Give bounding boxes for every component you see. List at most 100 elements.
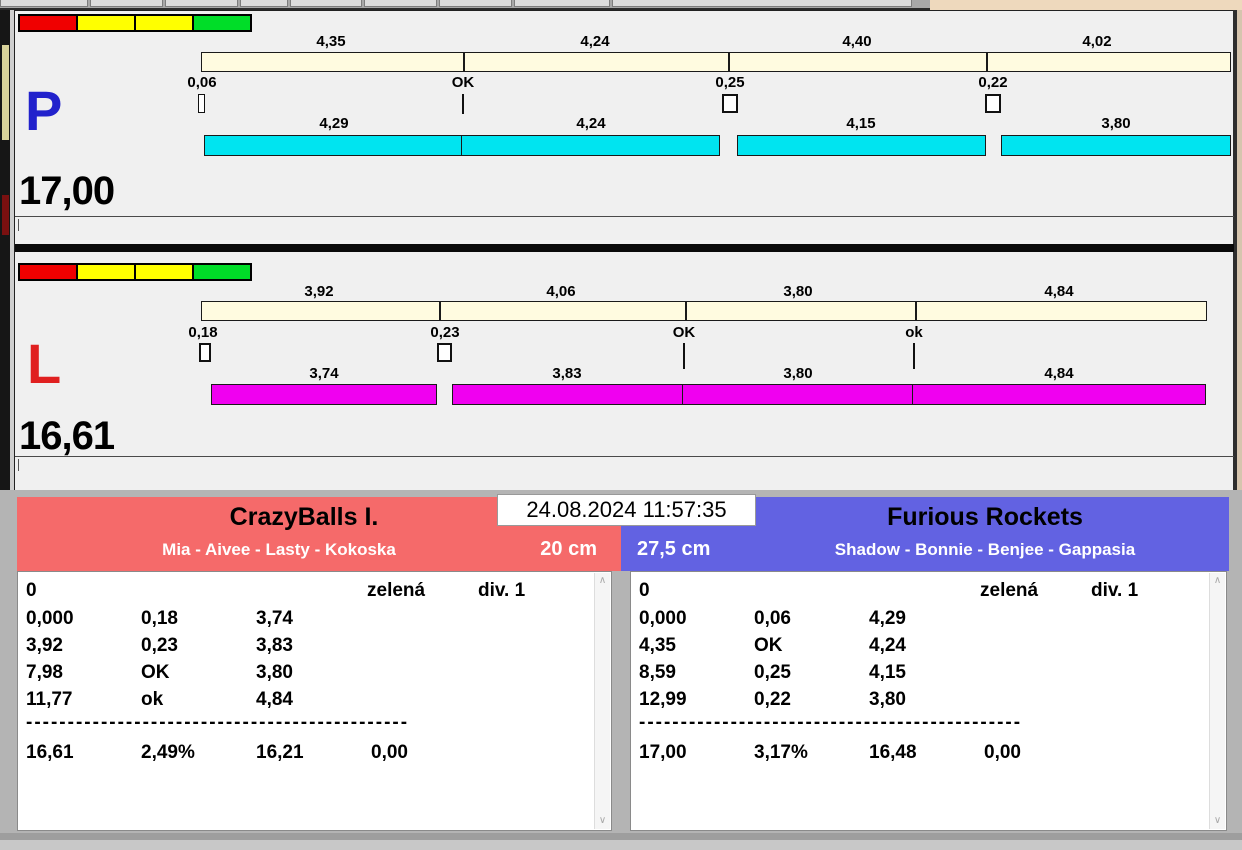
- team-name: CrazyBalls I.: [229, 503, 379, 531]
- results-row: 12,99 0,22 3,80: [639, 689, 1204, 715]
- strip-yellow-light: [76, 263, 136, 281]
- results-row: 11,77 ok 4,84: [26, 689, 589, 715]
- split-label: 0,22: [978, 74, 1008, 91]
- run-time-bar-segment: [461, 135, 720, 156]
- split-checkbox[interactable]: [199, 343, 211, 362]
- split-checkbox[interactable]: [722, 94, 738, 113]
- lane-code: P: [25, 79, 63, 142]
- results-cell: 0: [639, 580, 650, 601]
- team-name: Furious Rockets: [887, 503, 1083, 531]
- background-window-fragment: [1237, 10, 1242, 490]
- results-cell: 3,80: [869, 689, 906, 710]
- split-checkbox[interactable]: [437, 343, 452, 362]
- results-cell: 3,92: [26, 635, 63, 656]
- total-percent: 3,17%: [754, 742, 808, 763]
- totals-row: 17,00 3,17% 16,48 0,00: [639, 742, 1204, 768]
- jump-height: 20 cm: [540, 538, 597, 560]
- lane-code: L: [27, 332, 62, 395]
- top-bar-value: 4,02: [1082, 33, 1112, 50]
- traffic-light-strip: [18, 263, 252, 281]
- scroll-down-icon[interactable]: ∨: [598, 815, 607, 826]
- background-toolbar-segment: [165, 0, 238, 7]
- results-cell: 12,99: [639, 689, 687, 710]
- split-checkbox[interactable]: [985, 94, 1001, 113]
- jump-height: 27,5 cm: [637, 538, 711, 560]
- total-time: 16,61: [26, 742, 74, 763]
- strip-yellow-light: [76, 14, 136, 32]
- results-cell: OK: [754, 635, 783, 656]
- run-time-bar-segment: [682, 384, 914, 405]
- lane-panel-l: 3,92 4,06 3,80 4,84 0,18 0,23 OK ok 3,74…: [15, 252, 1234, 491]
- scroll-up-icon[interactable]: ∧: [1213, 575, 1222, 586]
- split-tick-mark: [913, 343, 915, 369]
- split-label: OK: [672, 324, 696, 341]
- bottom-bar-value: 3,83: [552, 365, 582, 382]
- split-label: ok: [905, 324, 923, 341]
- scroll-up-icon[interactable]: ∧: [598, 575, 607, 586]
- text-cursor: [18, 459, 19, 471]
- background-toolbar: [0, 0, 930, 10]
- split-checkbox[interactable]: [198, 94, 205, 113]
- results-cell: 4,35: [639, 635, 676, 656]
- lane-panel-p: 4,35 4,24 4,40 4,02 0,06 OK 0,25 0,22 4,…: [15, 11, 1234, 244]
- totals-row: 16,61 2,49% 16,21 0,00: [26, 742, 589, 768]
- window-bottom-edge: [0, 833, 1242, 840]
- split-label: 0,25: [715, 74, 745, 91]
- split-tick-mark: [462, 94, 464, 114]
- team-members: Shadow - Bonnie - Benjee - Gappasia: [834, 540, 1136, 559]
- separator-line: ----------------------------------------…: [26, 712, 410, 733]
- background-toolbar-segment: [364, 0, 437, 7]
- results-cell: 4,24: [869, 635, 906, 656]
- top-bar-value: 3,80: [783, 283, 813, 300]
- scrollbar[interactable]: ∧ ∨: [1209, 573, 1225, 829]
- results-cell: 0,25: [754, 662, 791, 683]
- run-time-bar-segment: [211, 384, 437, 405]
- panel-divider-line: [15, 216, 1234, 217]
- results-cell: 8,59: [639, 662, 676, 683]
- results-row: 7,98 OK 3,80: [26, 662, 589, 688]
- results-cell: 11,77: [26, 689, 73, 710]
- text-cursor: [18, 219, 19, 231]
- background-toolbar-segment: [439, 0, 512, 7]
- total-net-time: 16,21: [256, 742, 304, 763]
- results-cell: 0,000: [639, 608, 687, 629]
- background-window-fragment: [2, 45, 9, 140]
- top-bar-value: 3,92: [304, 283, 334, 300]
- results-section: CrazyBalls I. Mia - Aivee - Lasty - Koko…: [0, 490, 1242, 850]
- total-penalty: 0,00: [371, 742, 408, 763]
- background-window-fragment: [0, 10, 10, 490]
- results-panel-left: 0 zelená div. 1 0,000 0,18 3,74 3,92 0,2…: [17, 571, 612, 831]
- top-bar-value: 4,06: [546, 283, 576, 300]
- results-cell: 0,22: [754, 689, 791, 710]
- results-cell: 0,23: [141, 635, 178, 656]
- background-window-fragment: [930, 0, 1242, 10]
- team-header-right: Furious Rockets Shadow - Bonnie - Benjee…: [621, 497, 1229, 571]
- strip-red-light: [18, 14, 78, 32]
- window-bottom-edge: [0, 840, 1242, 850]
- strip-green-light: [192, 14, 252, 32]
- background-toolbar-segment: [240, 0, 288, 7]
- panel-divider-line: [15, 456, 1234, 457]
- results-cell: 3,80: [256, 662, 293, 683]
- results-panel-right: 0 zelená div. 1 0,000 0,06 4,29 4,35 OK …: [630, 571, 1227, 831]
- run-time-bar-segment: [452, 384, 684, 405]
- lane-separator-bar: [15, 244, 1234, 252]
- run-time-bar-segment: [737, 135, 986, 156]
- results-cell: OK: [141, 662, 170, 683]
- traffic-light-strip: [18, 14, 252, 32]
- total-net-time: 16,48: [869, 742, 917, 763]
- background-toolbar-segment: [90, 0, 163, 7]
- background-toolbar-segment: [612, 0, 912, 7]
- results-row: 4,35 OK 4,24: [639, 635, 1204, 661]
- total-percent: 2,49%: [141, 742, 195, 763]
- scrollbar[interactable]: ∧ ∨: [594, 573, 610, 829]
- split-label: OK: [451, 74, 475, 91]
- strip-red-light: [18, 263, 78, 281]
- bar-divider: [728, 52, 730, 72]
- top-bar-value: 4,84: [1044, 283, 1074, 300]
- bar-divider: [915, 301, 917, 321]
- timing-window: 4,35 4,24 4,40 4,02 0,06 OK 0,25 0,22 4,…: [14, 10, 1234, 491]
- top-time-bar: [201, 52, 1231, 72]
- run-time-bar-segment: [912, 384, 1206, 405]
- scroll-down-icon[interactable]: ∨: [1213, 815, 1222, 826]
